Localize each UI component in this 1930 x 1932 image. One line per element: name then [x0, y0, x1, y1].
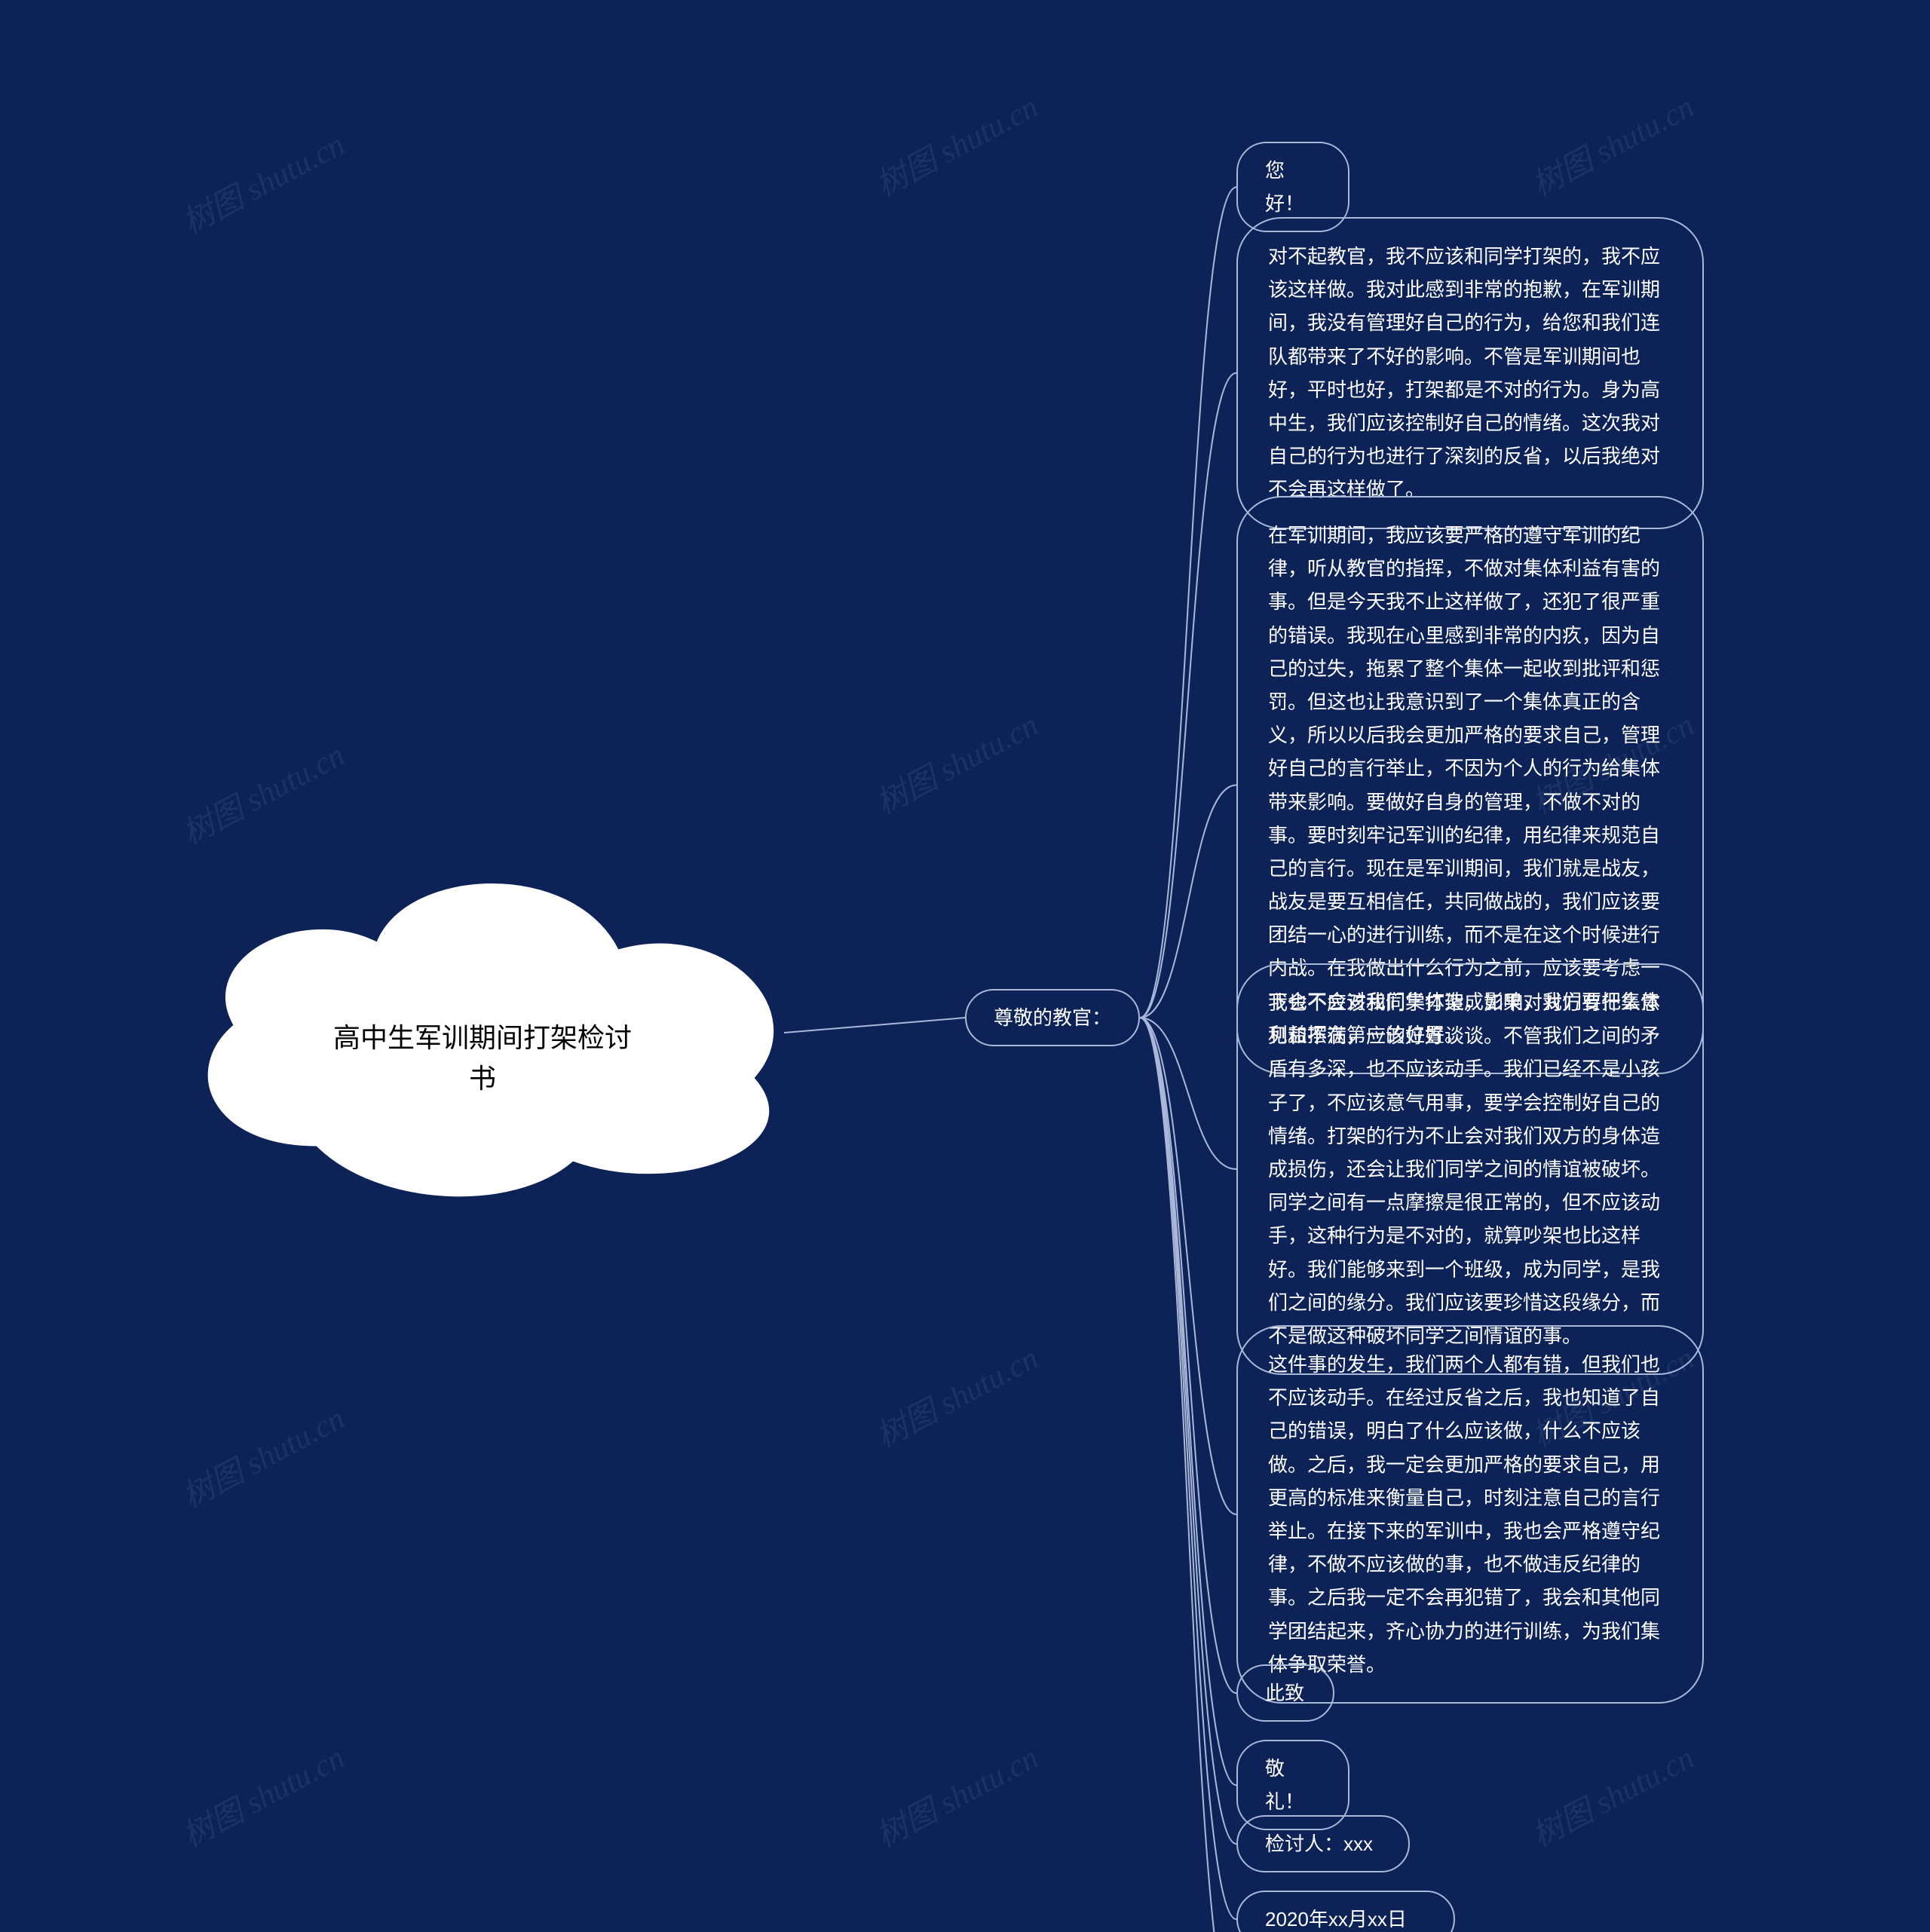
leaf-node-n9: 2020年xx月xx日: [1236, 1891, 1455, 1932]
level1-label: 尊敬的教官：: [994, 1001, 1111, 1034]
watermark: 树图 shutu.cn: [866, 700, 1045, 823]
leaf-label: 2020年xx月xx日: [1265, 1903, 1407, 1932]
leaf-label: 我也不应该和同学打架，如果对对方有什么意见和不满，应该好好谈谈。不管我们之间的矛…: [1268, 986, 1672, 1352]
leaf-node-n2: 对不起教官，我不应该和同学打架的，我不应该这样做。我对此感到非常的抱歉，在军训期…: [1236, 217, 1704, 529]
leaf-label: 此致: [1265, 1676, 1304, 1710]
leaf-node-n6: 此致: [1236, 1664, 1334, 1722]
level1-node: 尊敬的教官：: [965, 989, 1140, 1046]
watermark: 树图 shutu.cn: [173, 1732, 351, 1856]
leaf-node-n5: 这件事的发生，我们两个人都有错，但我们也不应该动手。在经过反省之后，我也知道了自…: [1236, 1325, 1704, 1704]
watermark: 树图 shutu.cn: [1522, 81, 1701, 205]
watermark: 树图 shutu.cn: [173, 119, 351, 243]
leaf-label: 敬礼！: [1265, 1752, 1321, 1818]
watermark: 树图 shutu.cn: [866, 1732, 1045, 1856]
leaf-node-n8: 检讨人：xxx: [1236, 1815, 1410, 1872]
watermark: 树图 shutu.cn: [866, 1333, 1045, 1456]
leaf-label: 这件事的发生，我们两个人都有错，但我们也不应该动手。在经过反省之后，我也知道了自…: [1268, 1348, 1672, 1681]
leaf-label: 检讨人：xxx: [1265, 1827, 1373, 1860]
watermark: 树图 shutu.cn: [173, 1393, 351, 1517]
leaf-label: 您好！: [1265, 154, 1321, 220]
leaf-node-n4: 我也不应该和同学打架，如果对对方有什么意见和不满，应该好好谈谈。不管我们之间的矛…: [1236, 963, 1704, 1375]
watermark: 树图 shutu.cn: [1522, 1732, 1701, 1856]
leaf-label: 对不起教官，我不应该和同学打架的，我不应该这样做。我对此感到非常的抱歉，在军训期…: [1268, 240, 1672, 507]
watermark: 树图 shutu.cn: [866, 81, 1045, 205]
root-title: 高中生军训期间打架检讨书: [324, 1018, 641, 1099]
